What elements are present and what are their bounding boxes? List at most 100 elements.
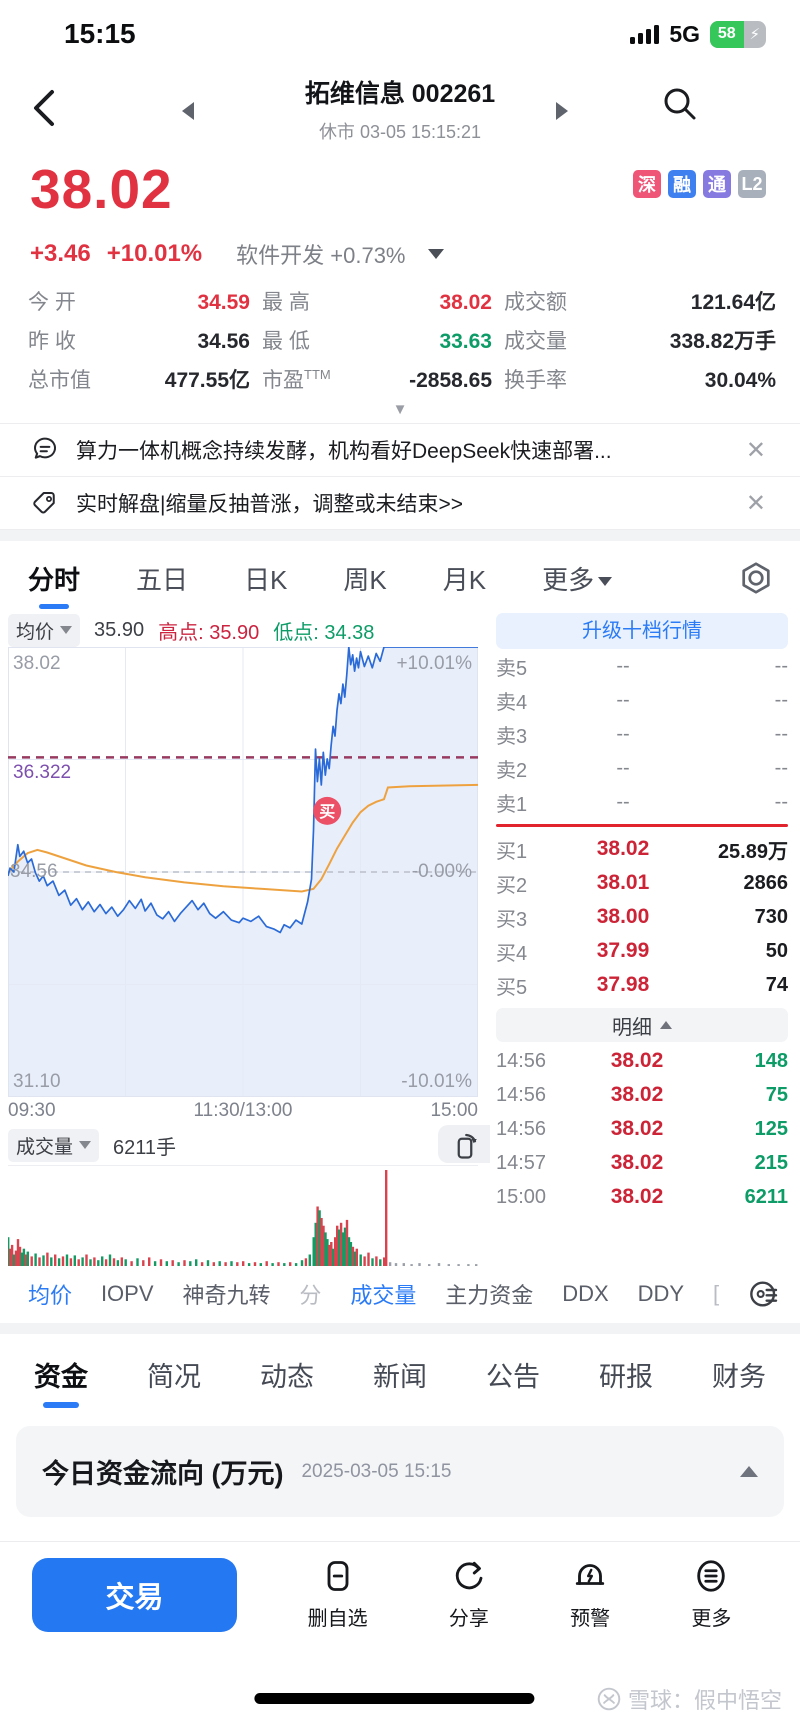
prev-stock-icon[interactable] bbox=[182, 102, 194, 120]
tab-research[interactable]: 研报 bbox=[599, 1361, 653, 1392]
bid-ask-divider bbox=[496, 824, 788, 827]
tab-weekly-k[interactable]: 周K bbox=[343, 564, 387, 595]
avg-line-selector[interactable]: 均价 bbox=[8, 613, 81, 647]
indicator-magic-nine[interactable]: 神奇九转 bbox=[182, 1283, 271, 1308]
tape-detail-toggle[interactable]: 明细 bbox=[496, 1008, 788, 1042]
tape-row: 15:00 38.02 6211 bbox=[496, 1185, 788, 1208]
indicator-ddy[interactable]: DDY bbox=[637, 1281, 685, 1306]
ask-row: 卖5 -- -- bbox=[496, 654, 788, 680]
tape-row: 14:56 38.02 148 bbox=[496, 1049, 788, 1072]
bid-row: 买2 38.01 2866 bbox=[496, 871, 788, 897]
live-commentary-text[interactable]: 实时解盘|缩量反抽普涨，调整或未结束>> bbox=[76, 493, 463, 516]
bid-row: 买3 38.00 730 bbox=[496, 905, 788, 931]
x-tick-noon: 11:30/13:00 bbox=[193, 1100, 293, 1121]
indicator-avg[interactable]: 均价 bbox=[28, 1283, 73, 1308]
close-icon[interactable]: ✕ bbox=[745, 489, 766, 517]
section-tab-bar: 资金 简况 动态 新闻 公告 研报 财务 bbox=[0, 1334, 800, 1400]
indicator-iopv[interactable]: IOPV bbox=[100, 1281, 154, 1306]
footer: 雪球：假中悟空 bbox=[0, 1665, 800, 1735]
indicator-main-funds[interactable]: 主力资金 bbox=[445, 1283, 534, 1308]
tab-daily-k[interactable]: 日K bbox=[244, 564, 288, 595]
xueqiu-logo-icon bbox=[597, 1687, 621, 1711]
network-type: 5G bbox=[669, 20, 700, 47]
industry-caret-icon[interactable] bbox=[427, 249, 444, 259]
remove-watchlist-button[interactable]: 删自选 bbox=[308, 1558, 368, 1631]
next-stock-icon[interactable] bbox=[556, 102, 568, 120]
indicator-tab-bar: 均价 IOPV 神奇九转 分 成交量 主力资金 DDX DDY [ bbox=[0, 1265, 800, 1323]
tab-announcements[interactable]: 公告 bbox=[486, 1361, 540, 1392]
trade-button[interactable]: 交易 bbox=[32, 1558, 237, 1632]
indicator-partial-left[interactable]: 分 bbox=[299, 1283, 322, 1308]
stats-expand-icon[interactable]: ▼ bbox=[392, 401, 408, 418]
home-indicator[interactable] bbox=[254, 1693, 535, 1704]
bid-row: 买1 38.02 25.89万 bbox=[496, 837, 788, 863]
more-caret-icon bbox=[598, 576, 613, 586]
status-bar: 15:15 5G 58 ⚡ bbox=[0, 0, 800, 58]
stats-grid: 今 开 34.59 最 高 38.02 成交额 121.64亿 昨 收 34.56 最 … bbox=[0, 272, 800, 403]
industry-link[interactable]: 软件开发 +0.73% bbox=[236, 243, 406, 268]
minus-square-icon bbox=[327, 1561, 349, 1591]
alert-button[interactable]: 预警 bbox=[570, 1558, 610, 1631]
stat-high: 最 高 38.02 bbox=[262, 291, 492, 314]
news-banner-text[interactable]: 算力一体机概念持续发酵，机构看好DeepSeek快速部署... bbox=[76, 440, 612, 463]
tab-five-day[interactable]: 五日 bbox=[136, 564, 189, 595]
tab-activity[interactable]: 动态 bbox=[260, 1361, 314, 1392]
clock: 15:15 bbox=[64, 18, 136, 49]
more-button[interactable]: 更多 bbox=[691, 1558, 731, 1631]
watermark: 雪球：假中悟空 bbox=[596, 1683, 782, 1715]
tab-more[interactable]: 更多 bbox=[542, 560, 613, 597]
tape-row: 14:56 38.02 75 bbox=[496, 1083, 788, 1106]
stat-pe-ttm: 市盈TTM -2858.65 bbox=[262, 367, 492, 392]
tag-icon bbox=[33, 492, 55, 514]
indicator-partial-right[interactable]: [ bbox=[712, 1281, 720, 1306]
comment-icon bbox=[33, 437, 56, 459]
news-banner[interactable]: 算力一体机概念持续发酵，机构看好DeepSeek快速部署... ✕ bbox=[0, 424, 800, 477]
tab-monthly-k[interactable]: 月K bbox=[442, 564, 487, 595]
tab-financials[interactable]: 财务 bbox=[712, 1361, 766, 1392]
search-icon[interactable] bbox=[660, 84, 700, 124]
avg-price-value: 35.90 bbox=[94, 618, 145, 641]
badge-rong: 融 bbox=[668, 170, 696, 198]
session-low: 低点: 34.38 bbox=[273, 621, 375, 644]
share-button[interactable]: 分享 bbox=[449, 1558, 489, 1631]
share-icon bbox=[455, 1561, 483, 1590]
tab-profile[interactable]: 简况 bbox=[147, 1361, 201, 1392]
tab-funds[interactable]: 资金 bbox=[34, 1355, 88, 1394]
price-chart[interactable]: 买 38.02 +10.01% 36.322 34.56 -0.00% 31.1… bbox=[8, 647, 478, 1097]
quote-badges: 深 融 通 L2 bbox=[633, 170, 766, 198]
fund-flow-timestamp: 2025-03-05 15:15 bbox=[301, 1460, 452, 1482]
tab-news[interactable]: 新闻 bbox=[373, 1361, 427, 1392]
market-status: 休市 03-05 15:15:21 bbox=[318, 122, 482, 142]
back-icon[interactable] bbox=[28, 86, 62, 130]
more-icon bbox=[697, 1560, 726, 1592]
session-high: 高点: 35.90 bbox=[158, 621, 260, 644]
landscape-rotate-icon[interactable] bbox=[438, 1125, 490, 1163]
indicator-ddx[interactable]: DDX bbox=[562, 1281, 609, 1306]
volume-chart[interactable] bbox=[7, 1165, 478, 1266]
minute-chart-panel: 均价 35.90 高点: 35.90 低点: 34.38 买 38.02 +10… bbox=[0, 613, 490, 1266]
x-tick-close: 15:00 bbox=[430, 1100, 478, 1121]
chart-settings-icon[interactable] bbox=[738, 560, 774, 596]
bid-row: 买4 37.99 50 bbox=[496, 939, 788, 965]
indicator-volume[interactable]: 成交量 bbox=[350, 1283, 417, 1308]
tab-minute-chart[interactable]: 分时 bbox=[28, 560, 80, 597]
x-axis: 09:30 11:30/13:00 15:00 bbox=[8, 1097, 478, 1125]
collapse-icon[interactable] bbox=[740, 1466, 758, 1477]
badge-shen: 深 bbox=[633, 170, 661, 198]
volume-selector[interactable]: 成交量 bbox=[8, 1128, 100, 1162]
bottom-action-bar: 交易 删自选 分享 预警 更多 bbox=[0, 1541, 800, 1661]
chevron-down-icon bbox=[79, 1141, 92, 1149]
live-commentary-banner[interactable]: 实时解盘|缩量反抽普涨，调整或未结束>> ✕ bbox=[0, 477, 800, 530]
alarm-icon bbox=[575, 1564, 605, 1585]
stat-turnover-rate: 换手率 30.04% bbox=[504, 369, 776, 392]
close-icon[interactable]: ✕ bbox=[745, 436, 766, 464]
ask-row: 卖4 -- -- bbox=[496, 688, 788, 714]
stat-market-cap: 总市值 477.55亿 bbox=[28, 369, 250, 392]
chevron-down-icon bbox=[60, 626, 73, 634]
upgrade-level2-button[interactable]: 升级十档行情 bbox=[496, 613, 788, 649]
fund-flow-card[interactable]: 今日资金流向 (万元) 2025-03-05 15:15 bbox=[16, 1426, 784, 1517]
indicator-settings-icon[interactable] bbox=[748, 1278, 780, 1310]
watermark-text: 雪球：假中悟空 bbox=[627, 1688, 782, 1713]
ask-row: 卖2 -- -- bbox=[496, 756, 788, 782]
order-book-panel: 升级十档行情 卖5 -- -- 卖4 -- -- 卖3 -- -- 卖2 -- -- 卖1 -- -… bbox=[480, 613, 800, 1265]
